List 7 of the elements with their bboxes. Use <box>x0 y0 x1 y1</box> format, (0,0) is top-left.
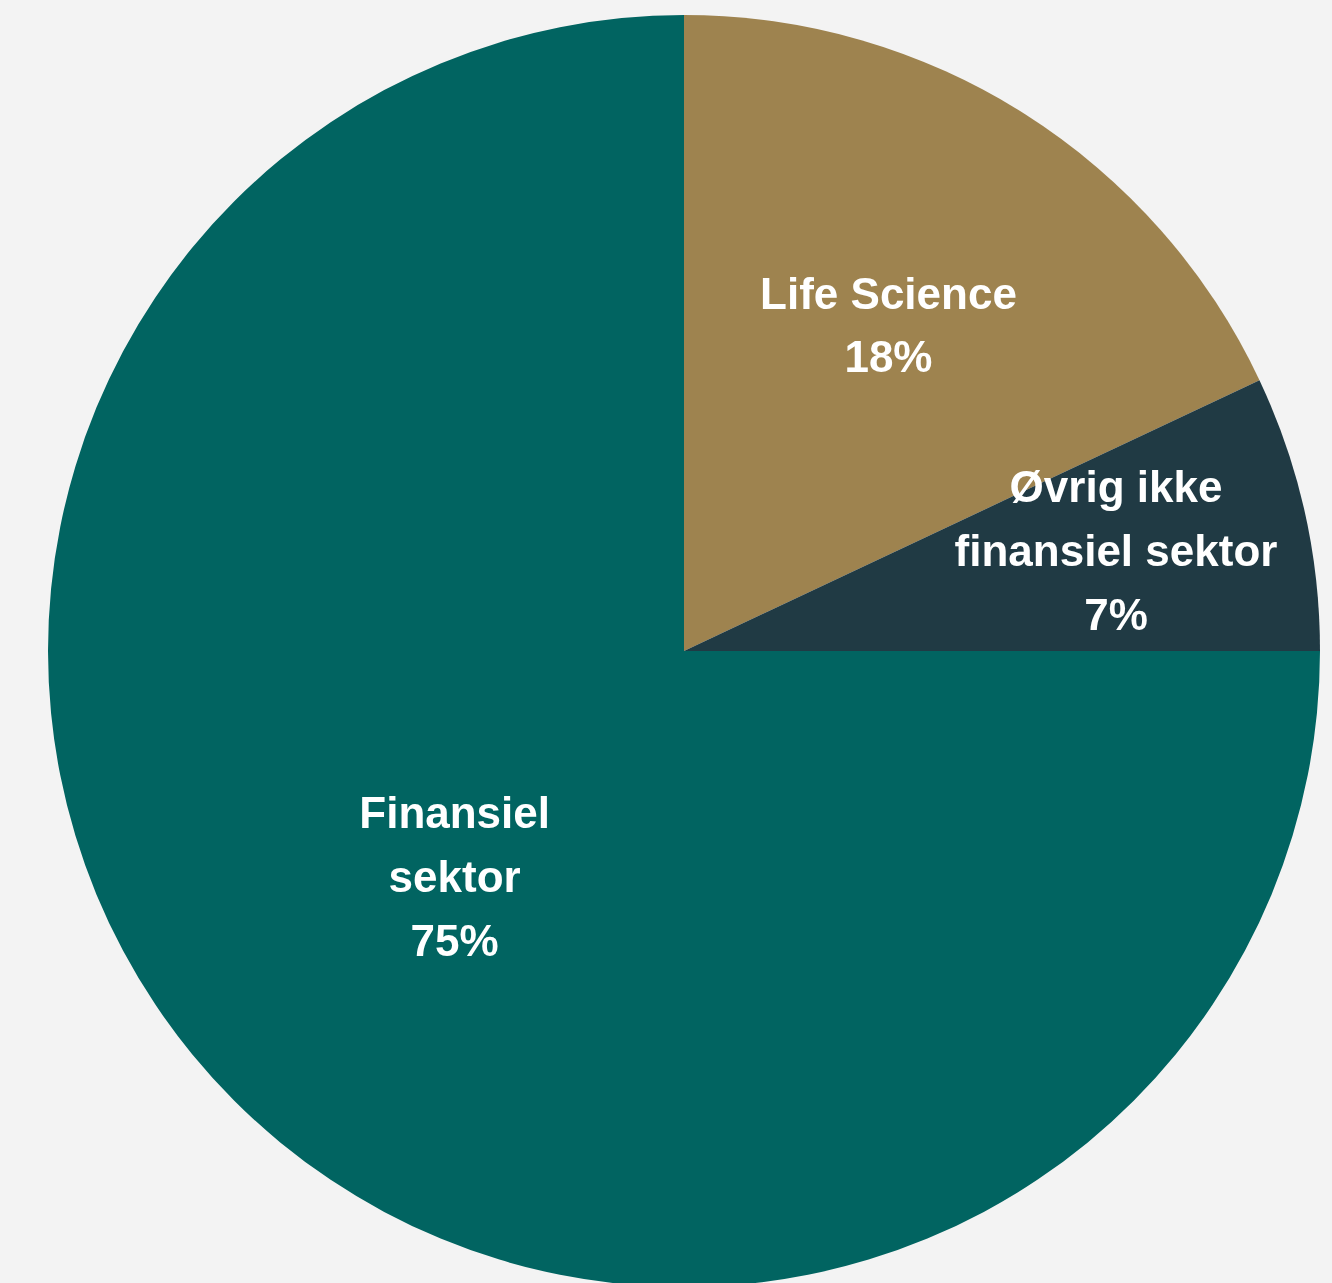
data-label: 18% <box>844 332 933 382</box>
slice-label: Finansiel sektor <box>359 788 550 901</box>
slice-label: Life Science <box>760 268 1017 318</box>
data-label: 75% <box>410 915 499 965</box>
data-label: 7% <box>1084 589 1148 639</box>
pie-slice <box>684 380 1320 651</box>
slice-label: Øvrig ikke finansiel sektor <box>954 462 1278 576</box>
